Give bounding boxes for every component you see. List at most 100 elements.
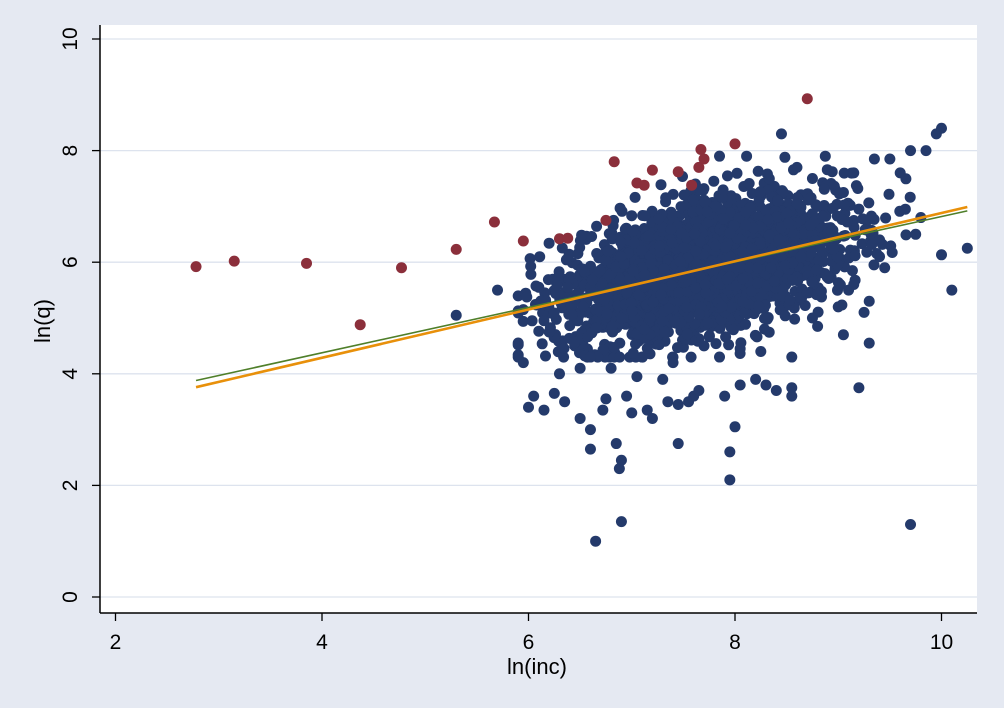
data-point (762, 213, 774, 225)
y-tick-label: 4 (59, 368, 82, 380)
data-point (615, 236, 627, 248)
data-point (639, 269, 651, 281)
highlighted-point (396, 262, 408, 274)
data-point (596, 278, 608, 290)
data-point (627, 225, 639, 237)
data-point (663, 303, 675, 315)
data-point (621, 286, 633, 298)
data-point (638, 323, 650, 335)
data-point (936, 122, 947, 134)
data-point (699, 279, 711, 291)
y-tick-label: 2 (59, 480, 82, 492)
data-point (806, 173, 818, 184)
data-point (739, 307, 750, 319)
data-point (598, 294, 610, 306)
data-point (713, 278, 725, 289)
axes (99, 25, 977, 614)
data-point (734, 343, 746, 355)
data-point (779, 151, 791, 163)
data-point (597, 404, 609, 416)
x-tick-label: 4 (316, 631, 328, 654)
data-point (805, 192, 817, 204)
highlighted-point (608, 156, 620, 168)
data-point (699, 196, 711, 208)
data-point (658, 326, 670, 338)
data-point (538, 315, 550, 327)
highlighted-point (600, 214, 612, 226)
data-point (760, 204, 772, 216)
data-point (735, 261, 747, 273)
data-point (660, 196, 672, 208)
data-point (719, 390, 731, 402)
data-point (746, 243, 758, 255)
data-point (627, 347, 639, 359)
data-point (600, 393, 612, 405)
data-point (716, 300, 728, 312)
data-point (720, 331, 732, 343)
data-point (672, 438, 684, 450)
data-point (856, 238, 868, 250)
data-point (741, 150, 753, 162)
highlighted-point (450, 243, 462, 255)
data-point (817, 210, 829, 222)
data-point (806, 276, 818, 288)
data-point (614, 202, 626, 214)
highlighted-point (301, 257, 313, 269)
data-point (681, 286, 693, 297)
data-point (880, 212, 892, 224)
data-point (553, 266, 565, 278)
data-point (584, 443, 596, 455)
data-point (517, 357, 529, 369)
data-point (667, 357, 679, 369)
data-point (655, 289, 667, 301)
data-point (848, 279, 860, 291)
data-point (572, 248, 584, 260)
data-point (644, 312, 656, 324)
data-point (789, 313, 801, 325)
x-tick-label: 2 (110, 631, 122, 654)
data-point (720, 241, 731, 253)
data-point (586, 274, 598, 286)
data-point (492, 284, 504, 296)
data-point (857, 213, 869, 225)
data-point (601, 308, 613, 320)
data-point (517, 315, 529, 327)
y-tick-label: 10 (59, 27, 82, 50)
data-point (540, 350, 551, 362)
data-point (815, 285, 827, 297)
data-point (724, 446, 736, 458)
data-point (768, 275, 780, 287)
y-tick-label: 6 (59, 256, 82, 268)
data-point (562, 281, 574, 293)
data-point (754, 186, 766, 198)
data-point (718, 213, 729, 225)
data-point (832, 301, 844, 313)
data-point (779, 260, 791, 272)
data-point (884, 153, 896, 165)
data-point (863, 197, 875, 209)
fit-lines-group (195, 205, 968, 389)
data-point (737, 296, 749, 307)
data-point (779, 310, 791, 322)
data-point (599, 254, 611, 266)
data-point (700, 287, 712, 299)
highlighted-point (488, 216, 500, 228)
data-point (694, 184, 706, 196)
data-point (693, 308, 705, 320)
data-point (837, 329, 849, 341)
data-point (786, 351, 798, 363)
data-point (691, 258, 703, 270)
data-point (631, 371, 643, 383)
data-point (613, 463, 625, 475)
data-point (865, 210, 877, 222)
data-point (905, 145, 917, 157)
data-point (838, 199, 850, 211)
data-point (450, 309, 462, 321)
data-point (633, 289, 645, 301)
data-point (698, 340, 710, 352)
data-point (641, 404, 653, 416)
data-point (543, 237, 555, 249)
data-point (874, 251, 886, 263)
data-point (863, 337, 875, 349)
data-point (826, 225, 838, 237)
